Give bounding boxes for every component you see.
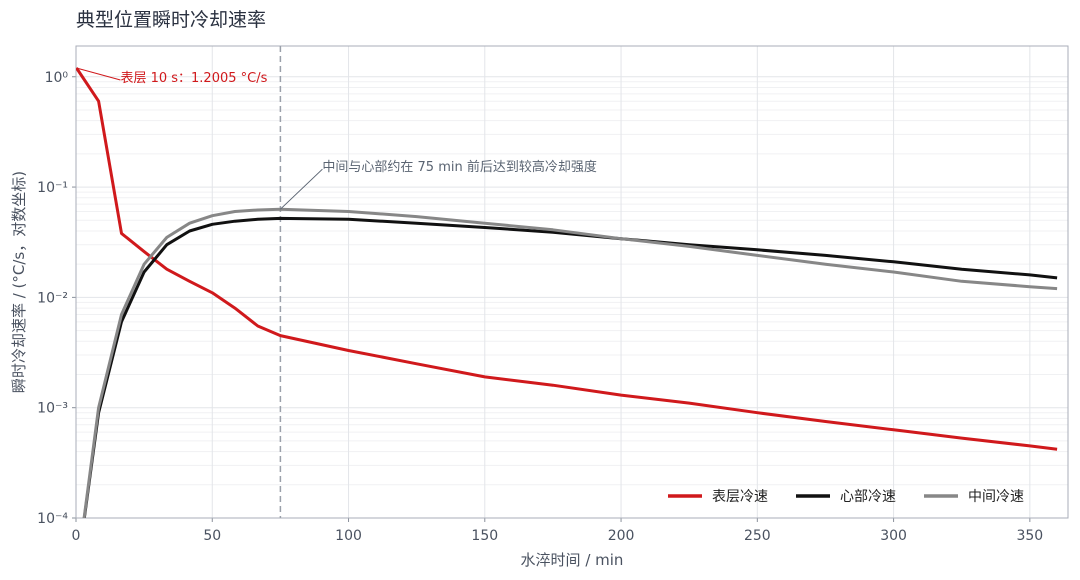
series-line: [82, 207, 1058, 518]
x-tick-label: 100: [335, 528, 362, 544]
series-line: [82, 216, 1058, 518]
y-tick-label: 10⁻¹: [37, 180, 68, 196]
annotation-pointer: [76, 67, 121, 81]
y-tick-label: 10⁻³: [37, 401, 68, 417]
chart-title: 典型位置瞬时冷却速率: [76, 9, 266, 31]
annotation: 中间与心部约在 75 min 前后达到较高冷却强度: [322, 159, 596, 175]
x-tick-label: 250: [744, 528, 771, 544]
x-tick-label: 150: [471, 528, 498, 544]
y-tick-label: 10⁻²: [37, 290, 68, 306]
y-tick-label: 10⁻⁴: [37, 511, 68, 527]
annotation: 表层 10 s：1.2005 °C/s: [120, 71, 267, 86]
plot-area: [76, 67, 1058, 518]
y-tick-label: 10⁰: [45, 70, 69, 86]
x-tick-label: 0: [72, 528, 81, 544]
y-axis-label: 瞬时冷却速率 / (°C/s，对数坐标): [10, 171, 28, 393]
x-tick-label: 300: [880, 528, 907, 544]
annotation-pointer: [280, 168, 323, 210]
x-tick-label: 350: [1016, 528, 1043, 544]
legend-label: 心部冷速: [840, 489, 896, 505]
plot-frame: [75, 45, 1069, 519]
x-axis-label: 水淬时间 / min: [521, 551, 624, 569]
series-line: [76, 67, 1058, 451]
legend-label: 表层冷速: [712, 489, 768, 505]
x-tick-label: 50: [203, 528, 221, 544]
x-tick-label: 200: [608, 528, 635, 544]
legend-label: 中间冷速: [968, 489, 1024, 505]
